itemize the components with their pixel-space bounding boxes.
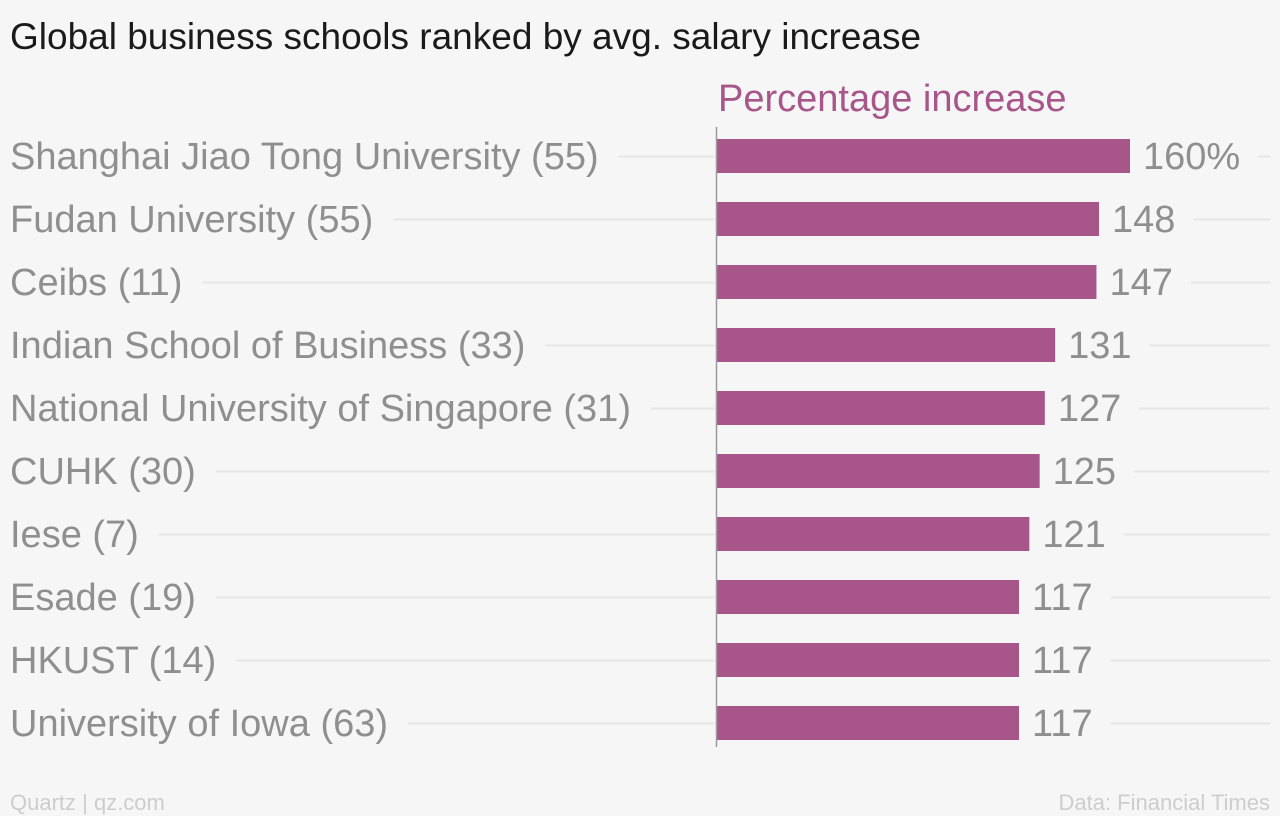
category-label: Ceibs (11): [10, 262, 182, 304]
bar: [717, 328, 1056, 362]
category-label: Shanghai Jiao Tong University (55): [10, 136, 599, 178]
value-label: 148: [1112, 199, 1175, 241]
value-label: 117: [1032, 703, 1093, 745]
bar: [717, 706, 1020, 740]
category-label: HKUST (14): [10, 640, 216, 682]
value-label: 160%: [1143, 136, 1240, 178]
category-label: Indian School of Business (33): [10, 325, 525, 367]
category-label: Esade (19): [10, 577, 196, 619]
bars: [717, 139, 1130, 740]
category-label: CUHK (30): [10, 451, 196, 493]
value-label: 121: [1042, 514, 1105, 556]
value-label: 117: [1032, 640, 1093, 682]
value-label: 131: [1068, 325, 1131, 367]
bar: [717, 391, 1045, 425]
bar: [717, 265, 1097, 299]
value-label: 117: [1032, 577, 1093, 619]
value-label: 147: [1109, 262, 1172, 304]
bar: [717, 580, 1020, 614]
footer-source-left: Quartz | qz.com: [10, 790, 165, 815]
bar: [717, 139, 1130, 173]
category-label: National University of Singapore (31): [10, 388, 631, 430]
category-label: Fudan University (55): [10, 199, 373, 241]
bar: [717, 643, 1020, 677]
category-label: University of Iowa (63): [10, 703, 388, 745]
gridlines: [158, 155, 1270, 725]
bar: [717, 517, 1030, 551]
chart-title: Global business schools ranked by avg. s…: [10, 16, 921, 57]
value-labels: 160% 148 147 131 127 125 121 117 117 117: [1032, 136, 1240, 745]
value-label: 127: [1058, 388, 1121, 430]
category-labels: Shanghai Jiao Tong University (55) Fudan …: [10, 136, 631, 745]
category-label: Iese (7): [10, 514, 139, 556]
value-label: 125: [1053, 451, 1116, 493]
bar: [717, 454, 1040, 488]
series-header: Percentage increase: [718, 78, 1067, 120]
footer-source-right: Data: Financial Times: [1058, 790, 1270, 815]
bar: [717, 202, 1100, 236]
